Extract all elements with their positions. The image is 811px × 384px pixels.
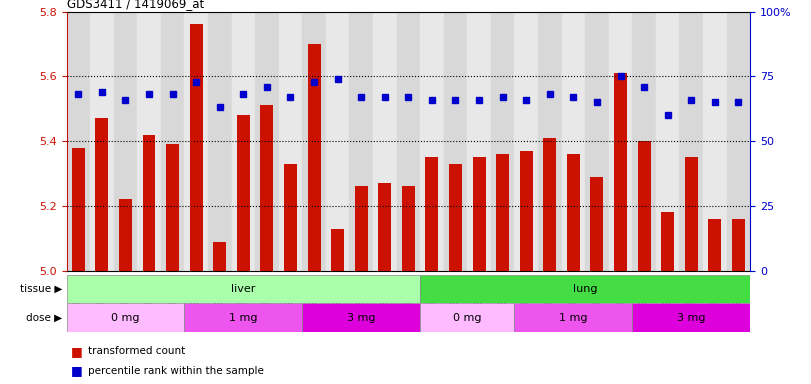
Bar [119, 199, 132, 271]
Bar [190, 25, 203, 271]
Bar [67, 12, 90, 271]
Text: liver: liver [231, 284, 255, 294]
Bar [449, 164, 462, 271]
Bar [213, 242, 226, 271]
Bar [378, 183, 391, 271]
Bar [473, 157, 486, 271]
Bar [538, 12, 561, 271]
Bar [680, 12, 703, 271]
Text: tissue ▶: tissue ▶ [20, 284, 62, 294]
Bar [260, 106, 273, 271]
Bar [67, 303, 184, 332]
Bar [491, 12, 514, 271]
Bar [656, 12, 680, 271]
Bar [279, 12, 303, 271]
Bar [373, 12, 397, 271]
Bar [609, 12, 633, 271]
Text: lung: lung [573, 284, 598, 294]
Bar [96, 118, 109, 271]
Bar [402, 187, 414, 271]
Bar [255, 12, 279, 271]
Text: 1 mg: 1 mg [229, 313, 258, 323]
Bar [166, 144, 179, 271]
Bar [633, 303, 750, 332]
Bar [354, 187, 367, 271]
Text: ■: ■ [71, 345, 82, 358]
Bar [567, 154, 580, 271]
Bar [426, 157, 439, 271]
Bar [420, 275, 750, 303]
Bar [331, 228, 344, 271]
Bar [586, 12, 609, 271]
Bar [444, 12, 467, 271]
Bar [303, 303, 420, 332]
Text: transformed count: transformed count [88, 346, 186, 356]
Text: dose ▶: dose ▶ [26, 313, 62, 323]
Bar [137, 12, 161, 271]
Text: 0 mg: 0 mg [453, 313, 482, 323]
Bar [684, 157, 697, 271]
Bar [543, 138, 556, 271]
Bar [161, 12, 184, 271]
Bar [231, 12, 255, 271]
Bar [307, 44, 320, 271]
Bar [143, 135, 156, 271]
Bar [397, 12, 420, 271]
Bar [420, 12, 444, 271]
Bar [467, 12, 491, 271]
Bar [420, 303, 514, 332]
Bar [67, 275, 420, 303]
Bar [496, 154, 509, 271]
Text: GDS3411 / 1419069_at: GDS3411 / 1419069_at [67, 0, 204, 10]
Bar [561, 12, 586, 271]
Bar [72, 147, 85, 271]
Bar [514, 303, 633, 332]
Bar [90, 12, 114, 271]
Bar [637, 141, 650, 271]
Text: 0 mg: 0 mg [111, 313, 139, 323]
Text: percentile rank within the sample: percentile rank within the sample [88, 366, 264, 376]
Bar [284, 164, 297, 271]
Bar [184, 303, 303, 332]
Bar [703, 12, 727, 271]
Bar [237, 115, 250, 271]
Bar [520, 151, 533, 271]
Text: 3 mg: 3 mg [347, 313, 375, 323]
Text: ■: ■ [71, 364, 82, 377]
Bar [727, 12, 750, 271]
Text: 1 mg: 1 mg [559, 313, 588, 323]
Bar [708, 219, 721, 271]
Bar [184, 12, 208, 271]
Bar [208, 12, 231, 271]
Bar [114, 12, 137, 271]
Bar [326, 12, 350, 271]
Bar [614, 73, 627, 271]
Text: 3 mg: 3 mg [677, 313, 706, 323]
Bar [303, 12, 326, 271]
Bar [590, 177, 603, 271]
Bar [732, 219, 744, 271]
Bar [350, 12, 373, 271]
Bar [661, 212, 674, 271]
Bar [514, 12, 538, 271]
Bar [633, 12, 656, 271]
